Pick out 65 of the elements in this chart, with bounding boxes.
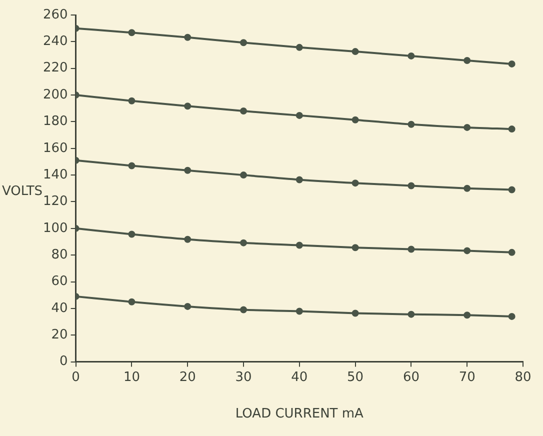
y-tick-label: 20 — [51, 328, 68, 342]
y-tick-label: 0 — [60, 354, 68, 370]
point — [128, 29, 136, 36]
y-tick-label: 180 — [42, 114, 68, 130]
point — [464, 247, 471, 254]
y-axis-title: VOLTS — [2, 184, 43, 200]
point — [352, 310, 359, 317]
point — [464, 312, 471, 319]
y-tick-label: 260 — [42, 7, 68, 22]
point — [184, 102, 192, 110]
point — [352, 116, 359, 124]
x-tick-label: 0 — [72, 370, 80, 385]
y-tick-label: 220 — [42, 60, 68, 76]
point — [240, 39, 248, 46]
point — [508, 312, 516, 320]
point — [240, 306, 248, 314]
point — [296, 112, 303, 119]
point — [184, 166, 192, 174]
point — [240, 239, 248, 246]
x-tick-label: 30 — [235, 370, 252, 385]
point — [128, 298, 136, 306]
point — [464, 56, 471, 64]
y-tick-label: 40 — [51, 300, 68, 316]
x-tick-label: 20 — [179, 370, 196, 385]
point — [296, 176, 303, 184]
point — [184, 34, 192, 41]
point — [408, 246, 415, 253]
point — [408, 52, 415, 60]
point — [184, 302, 192, 310]
point — [464, 184, 471, 192]
x-tick-label: 40 — [291, 370, 308, 385]
x-tick-label: 80 — [514, 370, 532, 385]
x-tick-label: 60 — [402, 370, 420, 385]
point — [408, 120, 415, 128]
point — [128, 97, 136, 104]
point — [352, 48, 359, 56]
point — [408, 182, 415, 190]
point — [508, 248, 516, 256]
y-tick-label: 100 — [42, 220, 68, 236]
x-tick-label: 50 — [347, 370, 364, 385]
point — [464, 124, 471, 131]
point — [240, 172, 248, 179]
point — [128, 230, 136, 238]
y-tick-label: 80 — [51, 247, 68, 262]
point — [184, 236, 192, 243]
y-tick-label: 140 — [42, 167, 68, 182]
y-tick-label: 200 — [42, 87, 68, 102]
x-axis-title: LOAD CURRENT mA — [235, 406, 364, 422]
point — [508, 60, 516, 68]
y-tick-label: 240 — [42, 34, 68, 50]
point — [296, 242, 303, 249]
point — [508, 126, 516, 133]
y-tick-label: 160 — [42, 140, 68, 156]
x-tick-label: 10 — [123, 370, 140, 385]
point — [408, 310, 415, 318]
point — [128, 162, 136, 170]
point — [296, 44, 303, 51]
point — [240, 108, 248, 115]
point — [352, 244, 359, 252]
x-tick-label: 70 — [458, 370, 476, 385]
point — [508, 186, 516, 194]
point — [296, 308, 303, 315]
point — [352, 180, 359, 187]
y-tick-label: 120 — [42, 194, 68, 210]
y-tick-label: 60 — [51, 274, 68, 290]
